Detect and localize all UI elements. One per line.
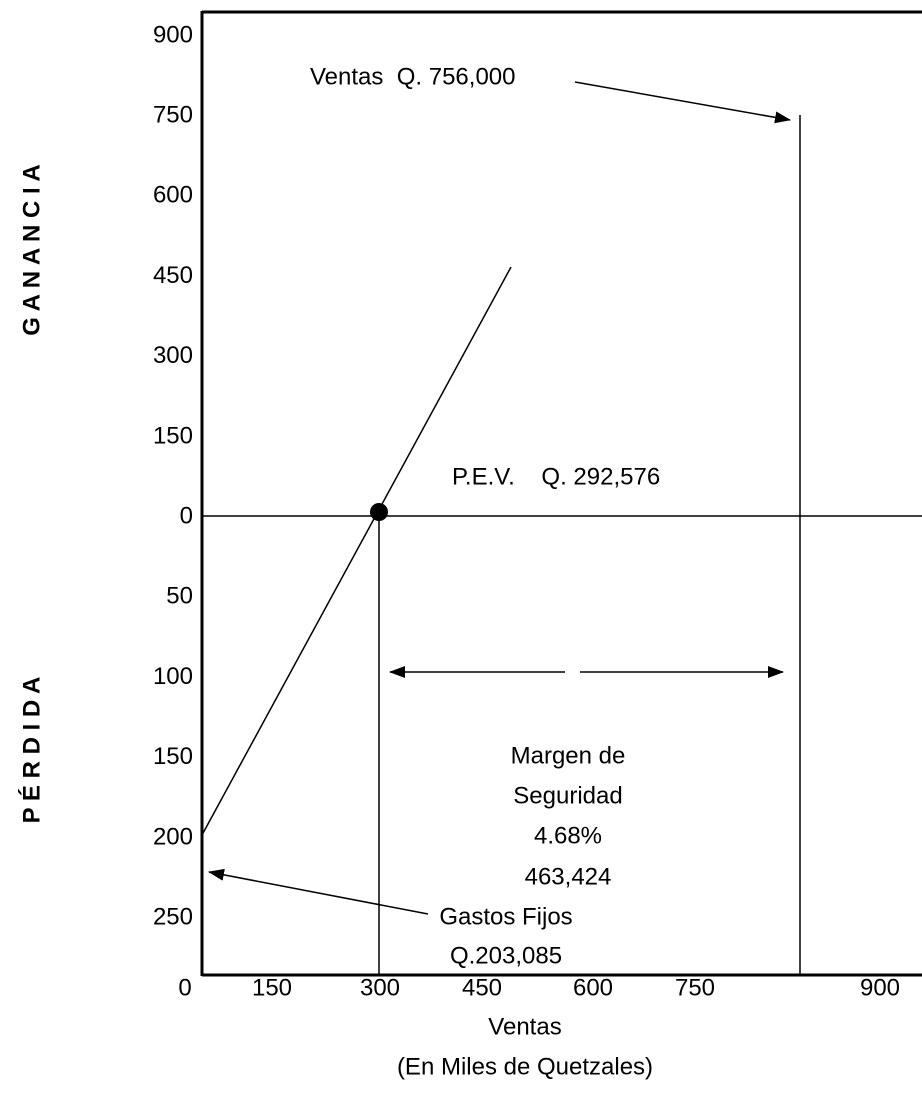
profit-label: G A N A N C I A: [18, 164, 45, 336]
x-axis-title: Ventas: [488, 1013, 561, 1040]
y-axis-label: 0: [180, 503, 193, 530]
x-axis-label: 900: [860, 974, 900, 1001]
margin-text: 4.68%: [534, 822, 602, 849]
y-axis-label: 150: [153, 422, 193, 449]
sales-annotation: Ventas Q. 756,000: [310, 63, 516, 90]
y-axis-label: 750: [153, 102, 193, 129]
x-axis-label: 600: [573, 974, 613, 1001]
margin-text: Margen de: [511, 742, 626, 769]
y-axis-label: 100: [153, 663, 193, 690]
fixed-costs-text: Gastos Fijos: [439, 903, 572, 930]
y-axis-label: 150: [153, 743, 193, 770]
fixed-costs-arrow: [208, 868, 429, 915]
x-axis-label: 300: [360, 974, 400, 1001]
y-axis-label: 300: [153, 342, 193, 369]
x-axis-label: 750: [675, 974, 715, 1001]
break-even-point: [370, 503, 388, 521]
y-axis-label: 250: [153, 904, 193, 931]
x-axis-label: 450: [462, 974, 502, 1001]
y-axis-label: 450: [153, 262, 193, 289]
break-even-annotation: P.E.V. Q. 292,576: [452, 463, 660, 490]
y-axis-label: 900: [153, 21, 193, 48]
margin-text: Seguridad: [513, 782, 622, 809]
x-axis-subtitle: (En Miles de Quetzales): [397, 1053, 653, 1080]
fixed-costs-text: Q.203,085: [450, 942, 562, 969]
y-axis-label: 600: [153, 182, 193, 209]
y-axis-label: 50: [166, 583, 193, 610]
x-axis-label: 0: [178, 974, 191, 1001]
loss-label: P É R D I D A: [17, 677, 45, 824]
margin-text: 463,424: [525, 863, 612, 890]
y-axis-label: 200: [153, 823, 193, 850]
x-axis-label: 150: [252, 974, 292, 1001]
sales-line: [201, 266, 512, 836]
sales-arrow: [574, 81, 791, 124]
